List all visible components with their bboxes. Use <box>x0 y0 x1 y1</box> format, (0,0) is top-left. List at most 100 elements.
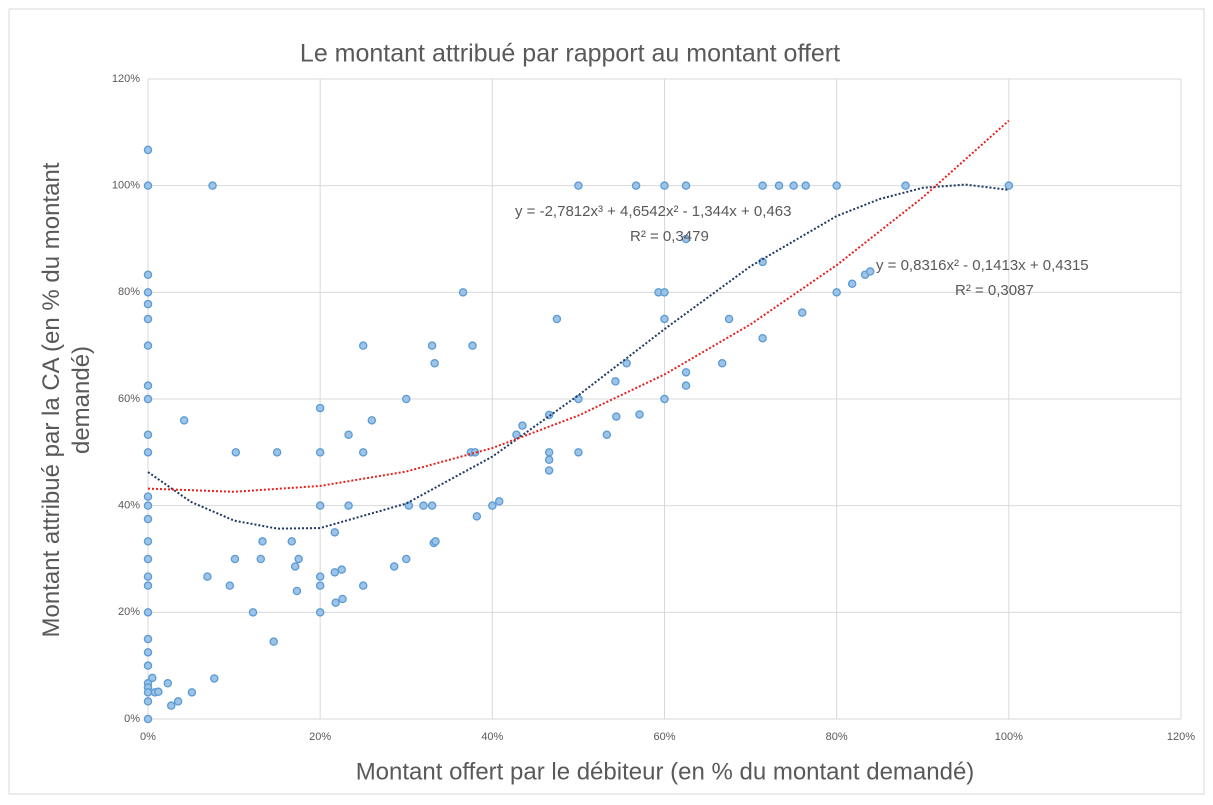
data-point <box>660 181 669 190</box>
data-point <box>660 394 669 404</box>
data-point <box>143 697 153 706</box>
data-point <box>430 359 439 368</box>
data-point <box>163 679 173 688</box>
data-point <box>143 341 153 350</box>
data-point <box>401 394 411 404</box>
data-point <box>518 421 527 430</box>
data-point <box>1004 181 1014 190</box>
data-point <box>258 537 267 546</box>
data-point <box>315 448 325 457</box>
y-tick-label: 0% <box>124 713 140 725</box>
data-point <box>472 512 482 521</box>
data-point <box>154 687 163 697</box>
trendline <box>147 183 1009 530</box>
data-point <box>660 314 669 324</box>
data-point <box>269 637 278 646</box>
data-point <box>631 181 641 190</box>
data-point <box>574 181 583 190</box>
data-point <box>468 341 477 350</box>
data-point <box>315 572 325 581</box>
data-point <box>358 448 368 457</box>
data-point <box>611 377 620 386</box>
data-point <box>847 279 857 289</box>
data-point <box>337 565 346 574</box>
y-axis-label-group: Montant attribué par la CA (en % du mont… <box>38 162 95 637</box>
y-axis-label: Montant attribué par la CA (en % du mont… <box>38 162 95 637</box>
data-point <box>389 562 399 571</box>
data-point <box>544 448 554 457</box>
data-point <box>287 537 297 546</box>
data-point <box>427 501 437 510</box>
data-point <box>230 554 240 564</box>
x-axis-label: Montant offert par le débiteur (en % du … <box>356 758 975 785</box>
data-point <box>832 288 841 297</box>
data-point <box>290 562 300 571</box>
y-tick-label: 40% <box>118 500 140 512</box>
data-point <box>797 308 807 317</box>
trendline-equation: R² = 0,3479 <box>630 228 709 245</box>
data-point <box>187 688 197 697</box>
data-point <box>315 501 325 510</box>
data-point <box>419 501 428 510</box>
data-point <box>315 403 325 413</box>
data-point <box>552 314 562 324</box>
data-point <box>315 581 325 590</box>
data-point <box>143 581 153 590</box>
data-point <box>330 528 340 537</box>
data-point <box>832 181 841 190</box>
data-point <box>717 359 727 368</box>
data-point <box>358 581 368 590</box>
data-point <box>143 608 153 617</box>
data-point <box>622 359 631 368</box>
data-point <box>331 598 340 607</box>
data-point <box>143 299 153 309</box>
data-point <box>367 416 377 425</box>
data-point <box>143 634 153 644</box>
y-tick-label: 60% <box>118 393 140 405</box>
data-point <box>179 416 189 425</box>
data-point <box>344 501 353 510</box>
y-tick-label: 20% <box>118 606 140 618</box>
data-point <box>901 181 910 190</box>
data-point <box>458 288 468 297</box>
data-point <box>758 181 767 190</box>
data-point <box>681 368 691 377</box>
x-tick-label: 0% <box>140 731 156 743</box>
data-point <box>801 181 810 190</box>
data-point <box>344 430 353 439</box>
data-point <box>148 673 157 683</box>
data-point <box>681 234 691 244</box>
y-tick-label: 120% <box>112 73 140 85</box>
data-point <box>401 554 411 564</box>
data-point <box>143 554 153 564</box>
data-point <box>203 572 212 581</box>
data-point <box>612 412 621 421</box>
data-point <box>292 586 302 596</box>
data-point <box>231 448 241 457</box>
data-point <box>431 537 440 546</box>
data-point <box>143 661 153 670</box>
data-point <box>143 448 153 457</box>
trendline-equation: y = 0,8316x² - 0,1413x + 0,4315 <box>876 257 1089 274</box>
data-point <box>143 514 153 524</box>
y-tick-label: 100% <box>112 180 140 192</box>
data-point <box>143 181 153 190</box>
data-point <box>143 314 153 324</box>
data-point <box>143 270 153 279</box>
x-tick-label: 100% <box>995 731 1023 743</box>
data-point <box>143 430 153 439</box>
data-point <box>865 267 875 276</box>
x-tick-label: 60% <box>653 731 675 743</box>
data-point <box>602 430 612 439</box>
data-point <box>488 501 497 510</box>
data-point <box>758 333 767 343</box>
data-point <box>338 594 347 604</box>
data-point <box>512 430 521 439</box>
data-point <box>358 341 368 350</box>
data-point <box>681 181 691 190</box>
data-point <box>143 492 153 501</box>
data-point <box>248 608 258 617</box>
x-tick-label: 20% <box>309 731 331 743</box>
data-point <box>143 394 153 404</box>
